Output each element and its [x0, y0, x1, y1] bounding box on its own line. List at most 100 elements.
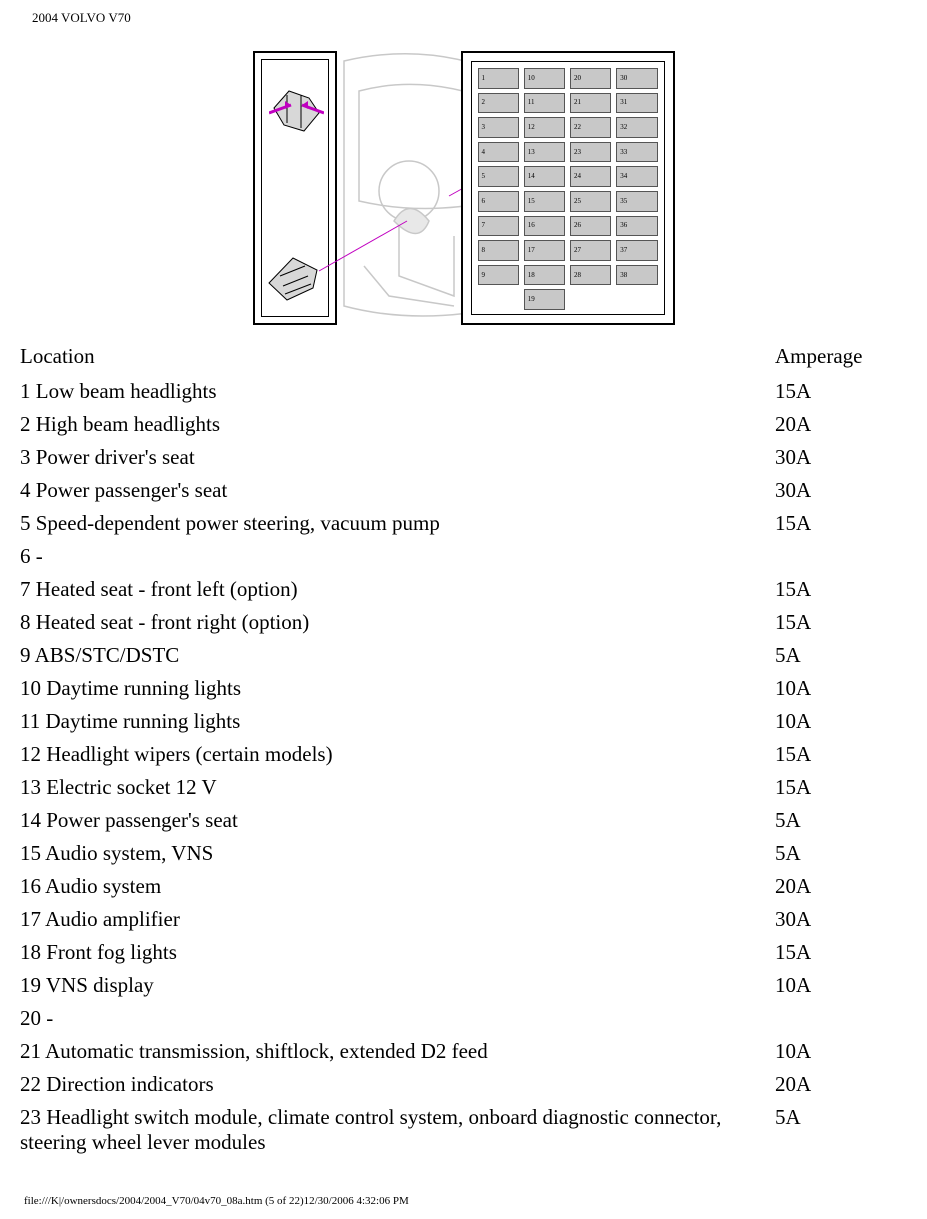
fuse-amperage: 15A — [775, 375, 907, 408]
fuse-cell: 36 — [616, 216, 657, 237]
fuse-cell: 31 — [616, 93, 657, 114]
fuse-location: 15 Audio system, VNS — [20, 837, 775, 870]
fuse-puller-icon — [265, 248, 325, 303]
fuse-cell: 30 — [616, 68, 657, 89]
table-row: 18 Front fog lights15A — [20, 936, 907, 969]
fuse-amperage: 30A — [775, 474, 907, 507]
fuse-cell: 20 — [570, 68, 611, 89]
fuse-location: 21 Automatic transmission, shiftlock, ex… — [20, 1035, 775, 1068]
table-row: 2 High beam headlights20A — [20, 408, 907, 441]
fuse-location: 4 Power passenger's seat — [20, 474, 775, 507]
fuse-location: 13 Electric socket 12 V — [20, 771, 775, 804]
fuse-amperage: 15A — [775, 936, 907, 969]
fuse-cell: 22 — [570, 117, 611, 138]
fuse-cell: 15 — [524, 191, 565, 212]
table-row: 22 Direction indicators20A — [20, 1068, 907, 1101]
fuse-amperage: 15A — [775, 507, 907, 540]
fuse-location: 23 Headlight switch module, climate cont… — [20, 1101, 775, 1159]
fuse-cell: 37 — [616, 240, 657, 261]
table-row: 4 Power passenger's seat30A — [20, 474, 907, 507]
fuse-column: 303132333435363738 — [616, 68, 657, 310]
fuse-cell: 5 — [478, 166, 519, 187]
page-footer: file:///K|/ownersdocs/2004/2004_V70/04v7… — [24, 1195, 409, 1207]
fuse-cell: 11 — [524, 93, 565, 114]
fuse-cell: 6 — [478, 191, 519, 212]
fuse-tool-panel — [253, 51, 337, 325]
fuse-cell: 33 — [616, 142, 657, 163]
fuse-cell: 14 — [524, 166, 565, 187]
table-row: 8 Heated seat - front right (option)15A — [20, 606, 907, 639]
fuse-location: 10 Daytime running lights — [20, 672, 775, 705]
fuse-location: 22 Direction indicators — [20, 1068, 775, 1101]
fuse-amperage: 15A — [775, 606, 907, 639]
fuse-cell: 27 — [570, 240, 611, 261]
table-header-row: Location Amperage — [20, 340, 907, 375]
table-row: 16 Audio system20A — [20, 870, 907, 903]
table-row: 20 - — [20, 1002, 907, 1035]
fuse-location: 12 Headlight wipers (certain models) — [20, 738, 775, 771]
fuse-grid-panel: 1234567891011121314151617181920212223242… — [461, 51, 675, 325]
table-row: 13 Electric socket 12 V15A — [20, 771, 907, 804]
fuse-location: 18 Front fog lights — [20, 936, 775, 969]
fuse-location: 5 Speed-dependent power steering, vacuum… — [20, 507, 775, 540]
fuse-amperage: 5A — [775, 639, 907, 672]
fuse-cell: 17 — [524, 240, 565, 261]
fuse-column: 202122232425262728 — [570, 68, 611, 310]
fuse-cell: 13 — [524, 142, 565, 163]
page: 2004 VOLVO V70 — [0, 0, 927, 1219]
fuse-cell: 25 — [570, 191, 611, 212]
fuse-amperage: 15A — [775, 738, 907, 771]
table-row: 17 Audio amplifier30A — [20, 903, 907, 936]
fuse-column: 123456789 — [478, 68, 519, 310]
fuse-location: 11 Daytime running lights — [20, 705, 775, 738]
fuse-cell: 32 — [616, 117, 657, 138]
fuse-cell: 23 — [570, 142, 611, 163]
fuse-amperage: 15A — [775, 573, 907, 606]
fuse-location: 6 - — [20, 540, 775, 573]
fuse-cell: 9 — [478, 265, 519, 286]
table-row: 11 Daytime running lights10A — [20, 705, 907, 738]
fuse-amperage — [775, 1002, 907, 1035]
fuse-cell: 26 — [570, 216, 611, 237]
table-row: 3 Power driver's seat30A — [20, 441, 907, 474]
fuse-cell: 12 — [524, 117, 565, 138]
table-row: 12 Headlight wipers (certain models)15A — [20, 738, 907, 771]
fuse-location: 19 VNS display — [20, 969, 775, 1002]
fuse-amperage: 30A — [775, 903, 907, 936]
fuse-amperage: 20A — [775, 1068, 907, 1101]
fuse-amperage: 10A — [775, 672, 907, 705]
fuse-location: 8 Heated seat - front right (option) — [20, 606, 775, 639]
fuse-amperage: 10A — [775, 969, 907, 1002]
table-row: 6 - — [20, 540, 907, 573]
fuse-location: 20 - — [20, 1002, 775, 1035]
fuse-amperage: 15A — [775, 771, 907, 804]
fuse-cell: 24 — [570, 166, 611, 187]
fuse-cell: 18 — [524, 265, 565, 286]
fuse-location: 14 Power passenger's seat — [20, 804, 775, 837]
table-row: 5 Speed-dependent power steering, vacuum… — [20, 507, 907, 540]
fuse-amperage — [775, 540, 907, 573]
table-row: 15 Audio system, VNS5A — [20, 837, 907, 870]
fuse-amperage: 20A — [775, 870, 907, 903]
fuse-amperage: 5A — [775, 1101, 907, 1159]
fuse-column: 10111213141516171819 — [524, 68, 565, 310]
fuse-amperage: 5A — [775, 837, 907, 870]
fuse-cell: 35 — [616, 191, 657, 212]
fuse-amperage: 30A — [775, 441, 907, 474]
fuse-amperage: 5A — [775, 804, 907, 837]
fuse-amperage: 10A — [775, 705, 907, 738]
fuse-location: 2 High beam headlights — [20, 408, 775, 441]
fuse-cell: 34 — [616, 166, 657, 187]
fuse-location: 1 Low beam headlights — [20, 375, 775, 408]
fuse-diagram: 1234567891011121314151617181920212223242… — [249, 46, 679, 326]
table-row: 14 Power passenger's seat5A — [20, 804, 907, 837]
page-header: 2004 VOLVO V70 — [32, 10, 907, 26]
fuse-table: Location Amperage 1 Low beam headlights1… — [20, 340, 907, 1159]
col-amperage: Amperage — [775, 340, 907, 375]
fuse-cell: 2 — [478, 93, 519, 114]
fuse-location: 16 Audio system — [20, 870, 775, 903]
fuse-cell: 21 — [570, 93, 611, 114]
fuse-cell: 10 — [524, 68, 565, 89]
table-row: 9 ABS/STC/DSTC5A — [20, 639, 907, 672]
table-row: 1 Low beam headlights15A — [20, 375, 907, 408]
